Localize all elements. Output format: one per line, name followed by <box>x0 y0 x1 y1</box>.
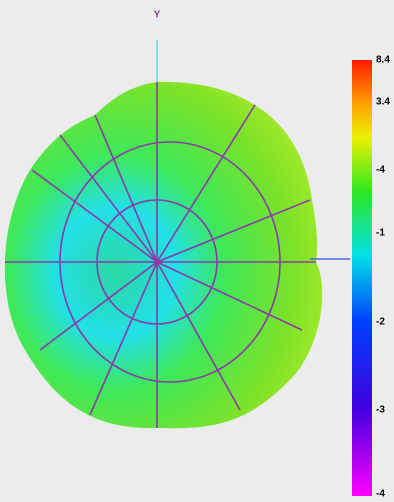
radiation-pattern <box>4 81 323 429</box>
axis-label: Y <box>154 10 161 21</box>
colorbar-label: -1 <box>376 228 385 239</box>
colorbar <box>352 60 372 496</box>
colorbar-label: 8.4 <box>376 55 390 66</box>
colorbar-labels: 8.4 3.4 -4 -1 -2 -3 -4 <box>376 55 390 500</box>
mesh <box>5 82 316 428</box>
colorbar-label: -2 <box>376 317 385 328</box>
colorbar-label: -3 <box>376 405 385 416</box>
colorbar-label: -4 <box>376 489 385 500</box>
colorbar-label: 3.4 <box>376 97 390 108</box>
colorbar-label: -4 <box>376 165 385 176</box>
